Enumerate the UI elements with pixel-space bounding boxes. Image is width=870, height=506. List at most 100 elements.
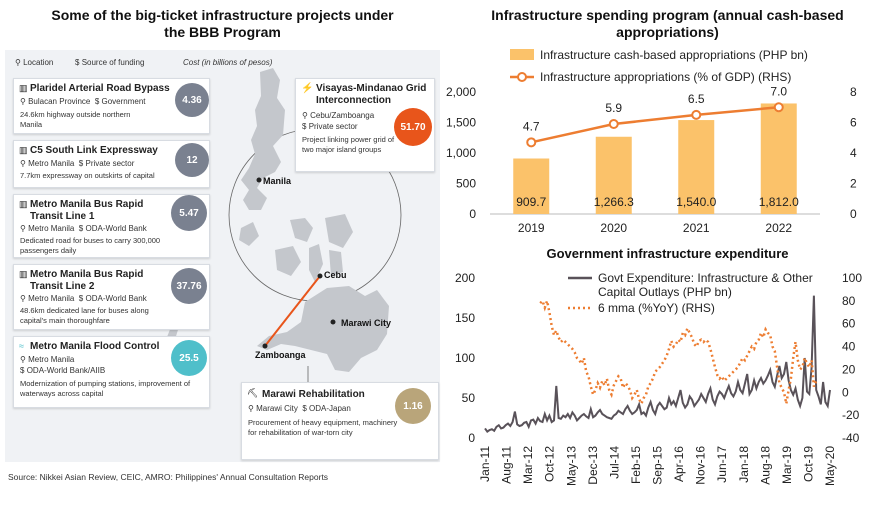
mindanao-shape (257, 286, 389, 372)
x-tick-label: Jul-14 (607, 446, 621, 479)
city-label-cebu: Cebu (324, 270, 347, 280)
x-tick-label: Dec-13 (586, 446, 600, 485)
legend-funding: $ Source of funding (75, 58, 145, 67)
line-point (773, 102, 784, 113)
y-tick-label: 500 (456, 177, 476, 191)
chart2: 0 50 100 150 200 -40 -20 0 20 40 60 80 100 Jan-11 Aug-… (455, 271, 862, 486)
project-meta: $ ODA-World Bank/AIIB (20, 366, 106, 375)
marawi-dot (330, 319, 336, 325)
x-tick-label: Feb-15 (629, 446, 643, 484)
y-tick-label: 100 (455, 351, 475, 365)
y2-tick-label: 100 (842, 271, 862, 285)
road-icon: ▥ (19, 83, 28, 93)
visayas-shape-1 (290, 218, 313, 242)
project-meta: ⚲ Metro Manila (20, 355, 75, 364)
y2-tick-label: -40 (842, 431, 860, 445)
legend-swatch-bars (510, 49, 534, 60)
dollar-icon: $ (302, 122, 307, 131)
city-label-manila: Manila (263, 176, 292, 186)
line-point (526, 137, 537, 148)
project-meta: ⚲ Metro Manila $ ODA-World Bank (20, 294, 147, 303)
y-tick-label: 2,000 (446, 85, 476, 99)
project-meta: $ Private sector (302, 122, 358, 131)
city-label-zamboanga: Zamboanga (255, 350, 306, 360)
legend-location: ⚲ Location (15, 58, 54, 67)
dollar-icon: $ (302, 404, 307, 413)
bar-value-label: 1,540.0 (676, 195, 716, 209)
cost-circle-brt1: 5.47 (171, 195, 207, 231)
legend-label-bars: Infrastructure cash-based appropriations… (540, 48, 808, 62)
mindoro-shape (239, 222, 259, 246)
legend-cost: Cost (in billions of pesos) (183, 58, 273, 67)
cost-circle-grid: 51.70 (394, 108, 432, 146)
project-name: C5 South Link Expressway (30, 145, 158, 156)
dollar-icon: $ (75, 58, 80, 67)
legend-label-yoy: 6 mma (%YoY) (RHS) (598, 301, 715, 315)
visayas-shape-3 (309, 244, 323, 282)
y2-tick-label: 40 (842, 340, 856, 354)
x-tick-label: 2022 (765, 221, 792, 235)
project-meta: ⚲ Marawi City $ ODA-Japan (248, 404, 351, 413)
road-icon: ▥ (19, 145, 28, 155)
bar-value-label: 909.7 (516, 195, 546, 209)
zamboanga-dot (262, 343, 268, 349)
x-tick-label: Oct-12 (543, 446, 557, 482)
series-line-expenditure (484, 295, 831, 433)
project-desc: Modernization of pumping stations, impro… (20, 379, 191, 398)
x-tick-label: 2019 (518, 221, 545, 235)
bar (678, 120, 715, 214)
construction-icon: ⛏ (247, 388, 259, 398)
bar (760, 103, 797, 214)
y2-tick-label: 60 (842, 317, 856, 331)
pin-icon: ⚲ (248, 404, 254, 413)
legend-label-line: Infrastructure appropriations (% of GDP)… (540, 70, 791, 84)
bar (595, 136, 632, 214)
x-tick-label: Oct-19 (801, 446, 815, 482)
x-tick-label: Aug-18 (758, 446, 772, 485)
project-desc: Procurement of heavy equipment, machiner… (248, 418, 398, 437)
pin-icon: ⚲ (20, 159, 26, 168)
city-label-marawi: Marawi City (341, 318, 392, 328)
x-tick-label: Mar-12 (521, 446, 535, 484)
project-card-marawi: ⛏ Marawi Rehabilitation ⚲ Marawi City $ … (241, 382, 439, 460)
x-tick-label: Sep-15 (651, 446, 665, 485)
y2-tick-label: -20 (842, 408, 860, 422)
x-tick-label: Nov-16 (694, 446, 708, 485)
cost-circle-plaridel: 4.36 (175, 83, 209, 117)
cost-circle-c5: 12 (175, 143, 209, 177)
series-line-gdp (530, 106, 779, 144)
project-desc: 7.7km expressway on outskirts of capital (20, 171, 155, 180)
x-tick-label: Jan-11 (478, 446, 492, 482)
pin-icon: ⚲ (20, 97, 26, 106)
pin-icon: ⚲ (15, 58, 21, 67)
y-tick-label: 1,000 (446, 146, 476, 160)
cost-circle-brt2: 37.76 (171, 268, 207, 304)
y-tick-label: 1,500 (446, 116, 476, 130)
y2-tick-label: 2 (850, 177, 857, 191)
luzon-shape (241, 68, 285, 210)
pin-icon: ⚲ (20, 224, 26, 233)
x-tick-label: May-13 (564, 446, 578, 486)
pin-icon: ⚲ (302, 111, 308, 120)
project-meta: ⚲ Metro Manila $ ODA-World Bank (20, 224, 147, 233)
bar-value-label: 1,812.0 (759, 195, 799, 209)
chart1-title: Infrastructure spending program (annual … (491, 7, 844, 40)
project-desc: Dedicated road for buses to carry 300,00… (20, 236, 161, 255)
chart1: Infrastructure cash-based appropriations… (446, 48, 857, 235)
cost-circle-flood: 25.5 (171, 340, 207, 376)
y2-tick-label: 8 (850, 85, 857, 99)
y-tick-label: 0 (468, 431, 475, 445)
x-tick-label: 2021 (683, 221, 710, 235)
map-panel: Manila Cebu Marawi City Zamboanga ⚲ Loca… (5, 50, 440, 462)
dollar-icon: $ (20, 366, 25, 375)
line-point (608, 119, 619, 130)
leyte-shape (329, 250, 343, 276)
chart2-title: Government infrastructure expenditure (546, 246, 789, 261)
legend-label-expenditure: Govt Expenditure: Infrastructure & Other (598, 271, 813, 285)
project-name: Visayas-Mindanao Grid Interconnection (316, 83, 427, 106)
project-name: Marawi Rehabilitation (262, 389, 365, 400)
line-value-label: 7.0 (770, 84, 787, 98)
legend-marker-line (517, 72, 527, 82)
x-tick-label: 2020 (600, 221, 627, 235)
dollar-icon: $ (78, 294, 84, 303)
